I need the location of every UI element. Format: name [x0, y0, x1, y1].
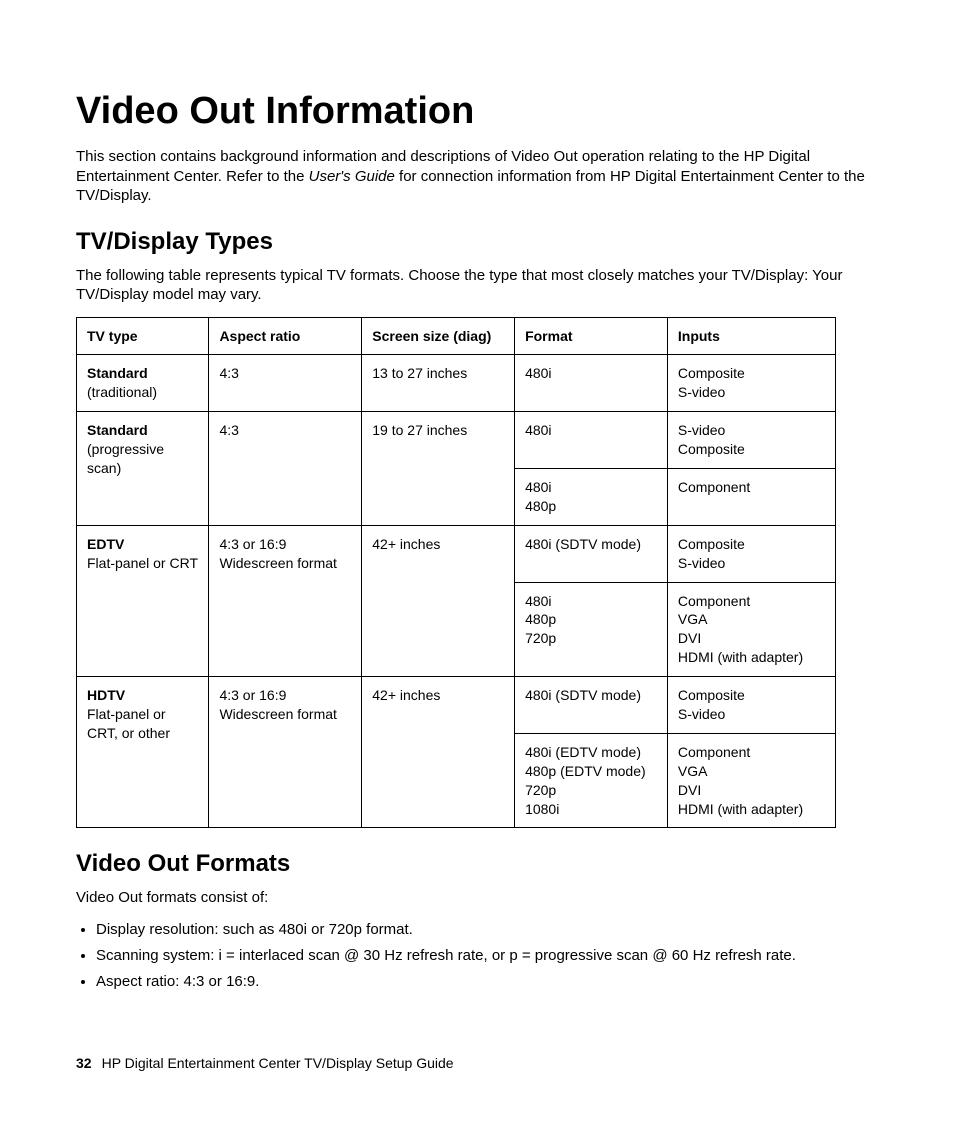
table-row: HDTVFlat-panel or CRT, or other4:3 or 16… — [77, 677, 836, 734]
cell-format: 480i480p720p — [515, 582, 668, 677]
list-item: Aspect ratio: 4:3 or 16:9. — [96, 970, 878, 994]
cell-inputs: CompositeS-video — [667, 525, 835, 582]
cell-format: 480i — [515, 355, 668, 412]
cell-screen-size: 42+ inches — [362, 525, 515, 676]
cell-format: 480i — [515, 412, 668, 469]
tv-type-bold: Standard — [87, 365, 148, 381]
th-inputs: Inputs — [667, 317, 835, 355]
cell-format: 480i (SDTV mode) — [515, 677, 668, 734]
cell-format: 480i (SDTV mode) — [515, 525, 668, 582]
intro-paragraph: This section contains background informa… — [76, 147, 878, 206]
page-footer: 32 HP Digital Entertainment Center TV/Dis… — [76, 1055, 454, 1071]
cell-screen-size: 19 to 27 inches — [362, 412, 515, 526]
table-row: Standard(progressive scan)4:319 to 27 in… — [77, 412, 836, 469]
tv-type-sub: Flat-panel or CRT — [87, 555, 198, 571]
tv-type-sub: (progressive scan) — [87, 441, 164, 476]
table-row: EDTVFlat-panel or CRT4:3 or 16:9Widescre… — [77, 525, 836, 582]
cell-tv-type: HDTV Flat-panel or CRT, or other — [77, 677, 209, 828]
cell-format: 480i480p — [515, 468, 668, 525]
footer-text: HP Digital Entertainment Center TV/Displ… — [102, 1055, 454, 1071]
tv-type-sub: (traditional) — [87, 384, 157, 400]
cell-inputs: CompositeS-video — [667, 355, 835, 412]
cell-inputs: ComponentVGADVIHDMI (with adapter) — [667, 582, 835, 677]
tv-display-types-para: The following table represents typical T… — [76, 266, 878, 305]
tv-type-bold: Standard — [87, 422, 148, 438]
cell-aspect-ratio: 4:3 or 16:9Widescreen format — [209, 677, 362, 828]
th-aspect-ratio: Aspect ratio — [209, 317, 362, 355]
cell-tv-type: Standard (traditional) — [77, 355, 209, 412]
tv-type-bold: HDTV — [87, 687, 125, 703]
list-item: Scanning system: i = interlaced scan @ 3… — [96, 944, 878, 968]
video-out-bullets: Display resolution: such as 480i or 720p… — [76, 918, 878, 994]
page-title: Video Out Information — [76, 90, 878, 133]
tv-type-sub: Flat-panel or CRT, or other — [87, 706, 170, 741]
cell-inputs: CompositeS-video — [667, 677, 835, 734]
cell-format: 480i (EDTV mode)480p (EDTV mode)720p1080… — [515, 733, 668, 828]
cell-screen-size: 13 to 27 inches — [362, 355, 515, 412]
document-page: Video Out Information This section conta… — [0, 0, 954, 1123]
list-item: Display resolution: such as 480i or 720p… — [96, 918, 878, 942]
cell-inputs: Component — [667, 468, 835, 525]
video-out-formats-heading: Video Out Formats — [76, 850, 878, 878]
tv-display-types-heading: TV/Display Types — [76, 228, 878, 256]
cell-screen-size: 42+ inches — [362, 677, 515, 828]
cell-aspect-ratio: 4:3 — [209, 412, 362, 526]
cell-tv-type: Standard (progressive scan) — [77, 412, 209, 526]
cell-inputs: ComponentVGADVIHDMI (with adapter) — [667, 733, 835, 828]
cell-aspect-ratio: 4:3 — [209, 355, 362, 412]
table-header-row: TV type Aspect ratio Screen size (diag) … — [77, 317, 836, 355]
th-format: Format — [515, 317, 668, 355]
cell-inputs: S-videoComposite — [667, 412, 835, 469]
cell-aspect-ratio: 4:3 or 16:9Widescreen format — [209, 525, 362, 676]
th-tv-type: TV type — [77, 317, 209, 355]
intro-italic: User's Guide — [309, 168, 395, 185]
table-body: Standard(traditional)4:313 to 27 inches4… — [77, 355, 836, 828]
page-number: 32 — [76, 1055, 92, 1071]
table-row: Standard (traditional) 4:313 to 27 inches4… — [77, 355, 836, 412]
cell-tv-type: EDTV Flat-panel or CRT — [77, 525, 209, 676]
tv-type-bold: EDTV — [87, 536, 124, 552]
video-out-formats-para: Video Out formats consist of: — [76, 888, 878, 908]
th-screen-size: Screen size (diag) — [362, 317, 515, 355]
tv-types-table: TV type Aspect ratio Screen size (diag) … — [76, 317, 836, 829]
